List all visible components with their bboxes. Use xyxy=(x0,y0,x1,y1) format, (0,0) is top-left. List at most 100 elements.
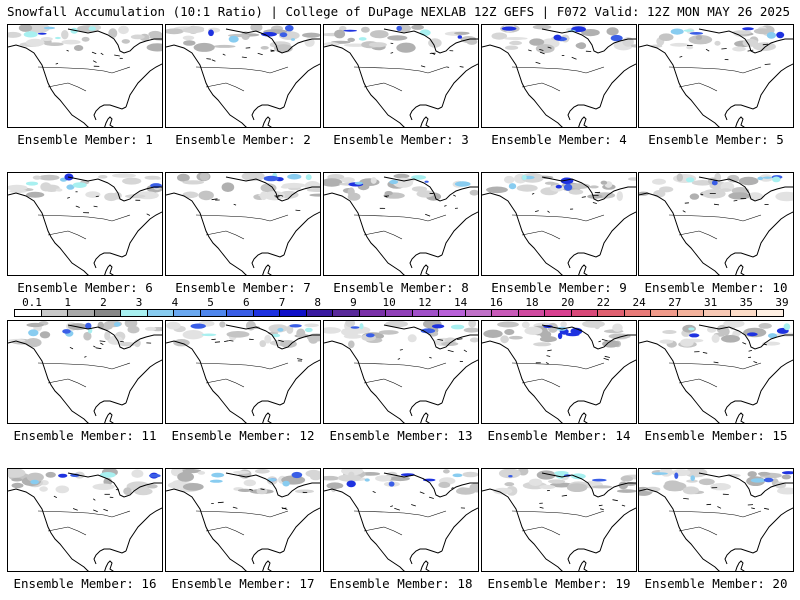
snow-cover-patch xyxy=(684,469,708,478)
snow-cover-patch xyxy=(39,486,48,492)
lake-outline xyxy=(91,51,97,55)
heavy-snow-patch xyxy=(99,472,116,478)
snow-cover-patch xyxy=(589,185,599,189)
colorbar-swatch xyxy=(624,310,652,316)
snowfall-colorbar xyxy=(14,309,784,317)
lake-outline xyxy=(411,504,416,507)
ensemble-member-caption: Ensemble Member: 7 xyxy=(175,280,311,295)
border-line xyxy=(668,214,762,240)
snowfall-map xyxy=(481,468,637,572)
ensemble-panel: Ensemble Member: 1 xyxy=(7,24,163,155)
snow-cover-patch xyxy=(182,483,204,491)
snow-cover-patch xyxy=(486,186,508,194)
heavy-snow-patch xyxy=(783,323,791,331)
heavy-snow-patch xyxy=(431,324,445,329)
heavy-snow-patch xyxy=(501,26,517,31)
heavy-snow-patch xyxy=(209,479,223,483)
lake-outline xyxy=(600,508,604,510)
lake-outline xyxy=(751,507,755,510)
coastline xyxy=(166,28,320,127)
north-america-map xyxy=(8,25,162,127)
snow-cover-patch xyxy=(130,34,145,40)
lake-outline xyxy=(92,60,97,63)
coastline xyxy=(639,28,793,127)
snow-cover-patch xyxy=(606,27,619,36)
snow-cover-patch xyxy=(616,489,636,493)
snow-cover-patch xyxy=(582,321,605,328)
snow-cover-patch xyxy=(233,470,250,474)
heavy-snow-patch xyxy=(261,32,277,37)
heavy-snow-patch xyxy=(457,35,462,39)
snow-cover-patch xyxy=(307,188,320,192)
coastline xyxy=(8,176,162,275)
lake-outline xyxy=(72,508,78,511)
colorbar-swatch xyxy=(280,310,307,316)
lake-outline xyxy=(535,61,541,64)
lake-outline xyxy=(224,340,229,342)
snow-cover-patch xyxy=(664,480,681,488)
snow-cover-patch xyxy=(548,479,566,484)
snow-cover-patch xyxy=(587,194,603,199)
heavy-snow-patch xyxy=(287,173,302,180)
heavy-snow-patch xyxy=(424,180,429,183)
snow-cover-patch xyxy=(219,321,226,328)
ensemble-panel: Ensemble Member: 2 xyxy=(165,24,321,155)
snow-cover-patch xyxy=(608,333,631,339)
snow-cover-patch xyxy=(628,177,636,181)
lake-outline xyxy=(621,504,626,507)
heavy-snow-patch xyxy=(305,174,312,181)
lake-outline xyxy=(206,58,211,60)
lake-outline xyxy=(683,498,689,500)
border-line xyxy=(37,66,131,92)
heavy-snow-patch xyxy=(757,176,764,181)
snow-cover-patch xyxy=(221,182,235,192)
colorbar-tick-label: 5 xyxy=(207,296,214,309)
ensemble-member-caption: Ensemble Member: 12 xyxy=(171,428,315,443)
lake-outline xyxy=(598,504,603,507)
heavy-snow-patch xyxy=(454,181,471,187)
lake-outline xyxy=(762,43,769,46)
ensemble-panel: Ensemble Member: 5 xyxy=(638,24,794,155)
heavy-snow-patch xyxy=(66,184,75,190)
heavy-snow-patch xyxy=(688,327,695,331)
coastline xyxy=(324,324,478,423)
snow-cover-patch xyxy=(732,46,746,52)
snow-cover-patch xyxy=(146,43,162,52)
ensemble-panel: Ensemble Member: 11 xyxy=(7,320,163,451)
snow-cover-patch xyxy=(324,42,340,47)
coastline xyxy=(8,472,162,571)
snow-cover-patch xyxy=(612,323,623,332)
snow-cover-patch xyxy=(533,342,552,347)
lake-outline xyxy=(295,209,301,211)
ensemble-member-caption: Ensemble Member: 19 xyxy=(487,576,631,591)
snow-cover-patch xyxy=(73,45,84,51)
ensemble-member-caption: Ensemble Member: 3 xyxy=(333,132,469,147)
lake-outline xyxy=(713,361,719,364)
snow-cover-patch xyxy=(26,322,44,328)
lake-outline xyxy=(399,349,403,351)
heavy-snow-patch xyxy=(674,472,679,479)
colorbar-swatch xyxy=(147,310,175,316)
lake-outline xyxy=(453,194,456,197)
snowfall-map xyxy=(7,24,163,128)
snow-cover-patch xyxy=(676,173,683,182)
snow-cover-patch xyxy=(443,469,450,474)
heavy-snow-patch xyxy=(282,480,290,487)
heavy-snow-patch xyxy=(508,475,513,478)
colorbar-swatch xyxy=(333,310,360,316)
snow-cover-patch xyxy=(11,482,24,489)
snow-cover-patch xyxy=(131,469,144,478)
snow-cover-patch xyxy=(45,471,56,478)
colorbar-labels: 0.1 1 2 3 4 5 6 7 8 9 10 12 14 16 18 20 22 24 27 31 35 39 xyxy=(0,296,800,309)
lake-outline xyxy=(278,339,284,342)
snow-cover-patch xyxy=(407,334,417,343)
snow-cover-patch xyxy=(166,321,181,330)
snow-cover-patch xyxy=(720,188,732,192)
heavy-snow-patch xyxy=(591,478,607,482)
heavy-snow-patch xyxy=(304,327,313,333)
snow-cover-patch xyxy=(539,484,556,490)
snow-cover-patch xyxy=(524,326,543,335)
lake-outline xyxy=(232,506,238,509)
lake-outline xyxy=(561,494,568,497)
snow-cover-patch xyxy=(197,471,206,475)
